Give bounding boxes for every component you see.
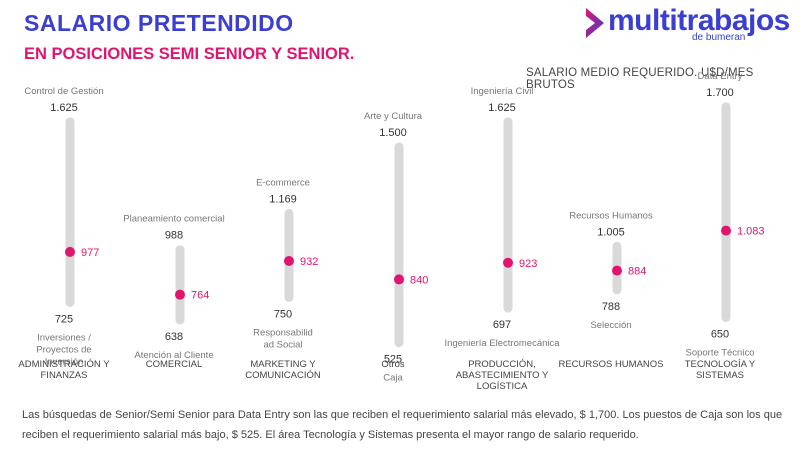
max-value-label: 1.700	[706, 87, 734, 99]
min-value-label: 650	[711, 329, 729, 341]
mean-label: 977	[81, 247, 99, 259]
category-label: Otros	[381, 359, 404, 370]
category-label: RECURSOS HUMANOS	[558, 359, 663, 370]
max-position-label: Control de Gestión	[24, 86, 103, 97]
min-position-label: Proyectos de	[36, 344, 91, 355]
max-position-label: Recursos Humanos	[569, 210, 653, 221]
logo-subtitle: de bumeran	[692, 32, 746, 43]
max-value-label: 1.169	[269, 193, 297, 205]
min-position-label: Soporte Técnico	[685, 348, 754, 359]
mean-label: 884	[628, 266, 646, 278]
min-value-label: 750	[274, 308, 292, 320]
min-position-label: ad Social	[263, 339, 302, 350]
min-value-label: 725	[55, 313, 73, 325]
logo-wordmark: multitrabajos	[608, 4, 790, 37]
mean-label: 923	[519, 258, 537, 270]
mean-dot	[503, 257, 513, 268]
max-position-label: Arte y Cultura	[364, 111, 423, 122]
mean-dot	[612, 265, 622, 276]
min-position-label: Responsabilid	[253, 327, 313, 338]
salary-range-chart: 977 1.625 Control de Gestión 725 Inversiones…	[18, 71, 765, 392]
mean-dot	[175, 289, 185, 300]
min-value-label: 697	[493, 319, 511, 331]
category-label: ADMINISTRACIÓN Y	[18, 359, 110, 370]
max-position-label: E-commerce	[256, 177, 310, 188]
max-value-label: 1.625	[50, 102, 78, 114]
mean-label: 1.083	[737, 226, 765, 238]
category-label: MARKETING Y	[250, 359, 316, 370]
category-label: ABASTECIMIENTO Y	[456, 370, 549, 381]
category-label: TECNOLOGÍA Y	[685, 359, 756, 370]
mean-dot	[284, 255, 294, 266]
category-label: COMUNICACIÓN	[245, 370, 321, 381]
max-value-label: 988	[165, 230, 183, 242]
max-position-label: Planeamiento comercial	[123, 214, 224, 225]
min-value-label: 788	[602, 301, 620, 313]
mean-label: 932	[300, 256, 318, 268]
multitrabajos-logo: multitrabajos de bumeran	[584, 4, 790, 48]
min-position-label: Inversión	[45, 356, 84, 367]
min-position-label: Inversiones /	[37, 332, 91, 343]
mean-dot	[721, 225, 731, 236]
min-position-label: Atención al Cliente	[134, 350, 213, 361]
max-position-label: Ingeniería Civil	[471, 86, 534, 97]
min-position-label: Ingeniería Electromecánica	[444, 338, 560, 349]
chart-subtitle: EN POSICIONES SEMI SENIOR Y SENIOR.	[24, 45, 355, 63]
category-label: COMERCIAL	[146, 359, 202, 370]
max-value-label: 1.500	[379, 127, 407, 139]
max-position-label: Data Entry	[698, 71, 743, 82]
category-label: FINANZAS	[41, 370, 88, 381]
mean-label: 764	[191, 290, 209, 302]
footer-note: Las búsquedas de Senior/Semi Senior para…	[22, 409, 783, 441]
category-label: SISTEMAS	[696, 370, 744, 381]
max-value-label: 1.625	[488, 102, 516, 114]
units-note: SALARIO MEDIO REQUERIDO. U$D/MES BRUTOS	[526, 67, 754, 91]
mean-dot	[394, 274, 404, 285]
chart-title: SALARIO PRETENDIDO	[24, 10, 294, 36]
mean-label: 840	[410, 274, 428, 286]
min-value-label: 525	[384, 354, 402, 366]
max-value-label: 1.005	[597, 226, 625, 238]
min-position-label: Selección	[590, 320, 631, 331]
category-label: PRODUCCIÓN,	[468, 359, 536, 370]
min-value-label: 638	[165, 331, 183, 343]
mean-dot	[65, 246, 75, 257]
logo-chevron-icon	[586, 8, 604, 38]
category-label: LOGÍSTICA	[477, 381, 528, 392]
min-position-label: Caja	[383, 373, 403, 384]
